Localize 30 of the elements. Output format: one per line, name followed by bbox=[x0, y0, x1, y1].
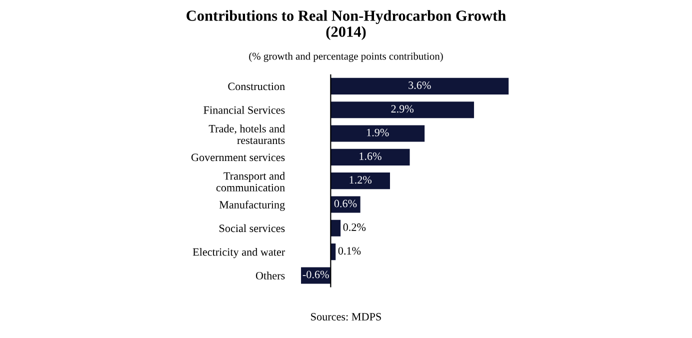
y-tick-label: Electricity and water bbox=[192, 248, 285, 258]
data-label: 0.6% bbox=[334, 200, 357, 208]
y-tick-label: Social services bbox=[219, 224, 285, 232]
bar bbox=[301, 267, 331, 284]
data-label: 2.9% bbox=[391, 105, 414, 113]
y-tick-label: Government services bbox=[191, 154, 285, 162]
bar bbox=[330, 148, 410, 166]
bar bbox=[330, 102, 474, 118]
bar bbox=[330, 125, 425, 142]
y-tick-label: Others bbox=[256, 272, 285, 280]
source-note: Sources: MDPS bbox=[311, 313, 381, 321]
chart-title: Contributions to Real Non-Hydrocarbon Growth (2014) bbox=[186, 10, 506, 40]
y-tick-label: Construction bbox=[228, 82, 285, 90]
chart-subtitle: (% growth and percentage points contribution) bbox=[249, 52, 443, 62]
data-label: 1.9% bbox=[367, 128, 389, 136]
data-label: 0.2% bbox=[343, 223, 366, 231]
bar bbox=[330, 196, 360, 213]
data-label: 1.6% bbox=[360, 152, 382, 160]
data-label: 1.2% bbox=[350, 176, 372, 184]
data-label: 3.6% bbox=[408, 81, 431, 90]
y-tick-label: Transport and communication bbox=[216, 172, 285, 192]
bar bbox=[330, 244, 336, 260]
data-label: 0.1% bbox=[338, 247, 361, 255]
y-tick-label: Trade, hotels and restaurants bbox=[208, 124, 285, 144]
y-tick-label: Manufacturing bbox=[219, 200, 285, 211]
bar bbox=[330, 78, 509, 94]
y-tick-label: Financial Services bbox=[204, 106, 285, 114]
bar bbox=[330, 172, 390, 190]
bar bbox=[330, 220, 341, 236]
data-label: -0.6% bbox=[302, 270, 329, 278]
